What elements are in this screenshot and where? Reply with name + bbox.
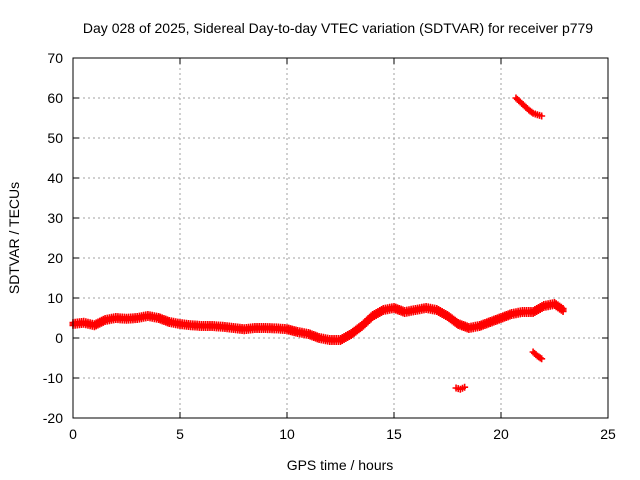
data-point: [538, 355, 546, 363]
y-tick-label: 0: [55, 330, 63, 346]
y-tick-label: 60: [47, 90, 63, 106]
series-low-arc: [529, 348, 546, 363]
x-tick-label: 10: [279, 426, 295, 442]
data-point: [559, 308, 567, 315]
data-point: [461, 383, 469, 391]
y-tick-label: 10: [47, 290, 63, 306]
y-axis-label: SDTVAR / TECUs: [6, 182, 22, 294]
x-axis-label: GPS time / hours: [287, 457, 394, 473]
plot-frame: [72, 57, 609, 419]
x-tick-label: 20: [493, 426, 509, 442]
series-main-track: [69, 299, 567, 345]
series-small-cluster: [452, 383, 469, 393]
y-tick-label: 50: [47, 130, 63, 146]
y-tick-label: 20: [47, 250, 63, 266]
y-tick-label: 40: [47, 170, 63, 186]
y-tick-label: -20: [43, 410, 63, 426]
y-tick-label: -10: [43, 370, 63, 386]
series-high-arc: [512, 94, 546, 120]
chart-title: Day 028 of 2025, Sidereal Day-to-day VTE…: [83, 20, 593, 36]
data-point: [536, 354, 544, 362]
x-tick-label: 15: [386, 426, 402, 442]
y-axis: -20 -10 0 10 20 30 40 50 60 70: [43, 50, 608, 426]
x-tick-label: 0: [69, 426, 77, 442]
data-point: [538, 112, 546, 120]
x-tick-label: 25: [600, 426, 616, 442]
data-points: [69, 94, 567, 393]
y-tick-label: 30: [47, 210, 63, 226]
data-point: [528, 108, 536, 116]
x-tick-label: 5: [176, 426, 184, 442]
y-tick-label: 70: [47, 50, 63, 66]
x-axis: 0 5 10 15 20 25: [69, 58, 616, 442]
